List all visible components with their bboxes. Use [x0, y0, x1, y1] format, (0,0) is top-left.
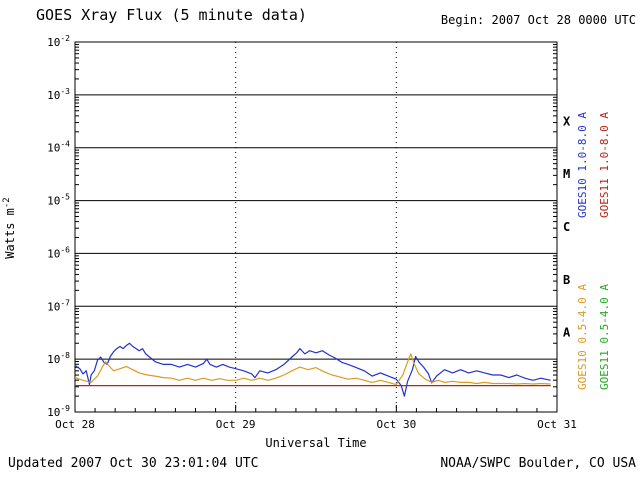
y-tick-label: 10-5	[47, 193, 70, 208]
x-tick-label: Oct 28	[55, 418, 95, 431]
plot-area	[74, 41, 558, 413]
x-tick-label: Oct 30	[376, 418, 416, 431]
flare-class-label: C	[563, 220, 570, 234]
trace-goes10-0-5-4-0-a	[74, 353, 551, 386]
updated-timestamp: Updated 2007 Oct 30 23:01:04 UTC	[8, 456, 258, 471]
x-tick-label: Oct 31	[537, 418, 577, 431]
legend-label: GOES10 1.0-8.0 A	[576, 112, 589, 218]
flare-class-label: X	[563, 114, 571, 128]
y-tick-label: 10-8	[47, 351, 70, 366]
y-tick-label: 10-2	[47, 34, 70, 49]
legend-label: GOES11 0.5-4.0 A	[598, 284, 611, 390]
x-tick-label: Oct 29	[216, 418, 256, 431]
legend-label: GOES11 1.0-8.0 A	[598, 112, 611, 218]
chart-title: GOES Xray Flux (5 minute data)	[36, 6, 307, 24]
y-tick-label: 10-9	[47, 404, 70, 419]
flare-class-label: B	[563, 273, 570, 287]
legend-label: GOES10 0.5-4.0 A	[576, 284, 589, 390]
y-tick-label: 10-7	[47, 298, 70, 313]
source-credit: NOAA/SWPC Boulder, CO USA	[440, 456, 636, 471]
flare-class-label: A	[563, 326, 571, 340]
flare-class-label: M	[563, 167, 570, 181]
trace-goes10-1-0-8-0-a	[74, 342, 551, 397]
y-axis-title: Watts m-2	[2, 197, 17, 258]
y-tick-label: 10-6	[47, 245, 70, 260]
x-axis-title: Universal Time	[265, 436, 366, 450]
begin-timestamp: Begin: 2007 Oct 28 0000 UTC	[441, 13, 636, 27]
y-tick-label: 10-3	[47, 87, 70, 102]
y-tick-label: 10-4	[47, 140, 70, 155]
